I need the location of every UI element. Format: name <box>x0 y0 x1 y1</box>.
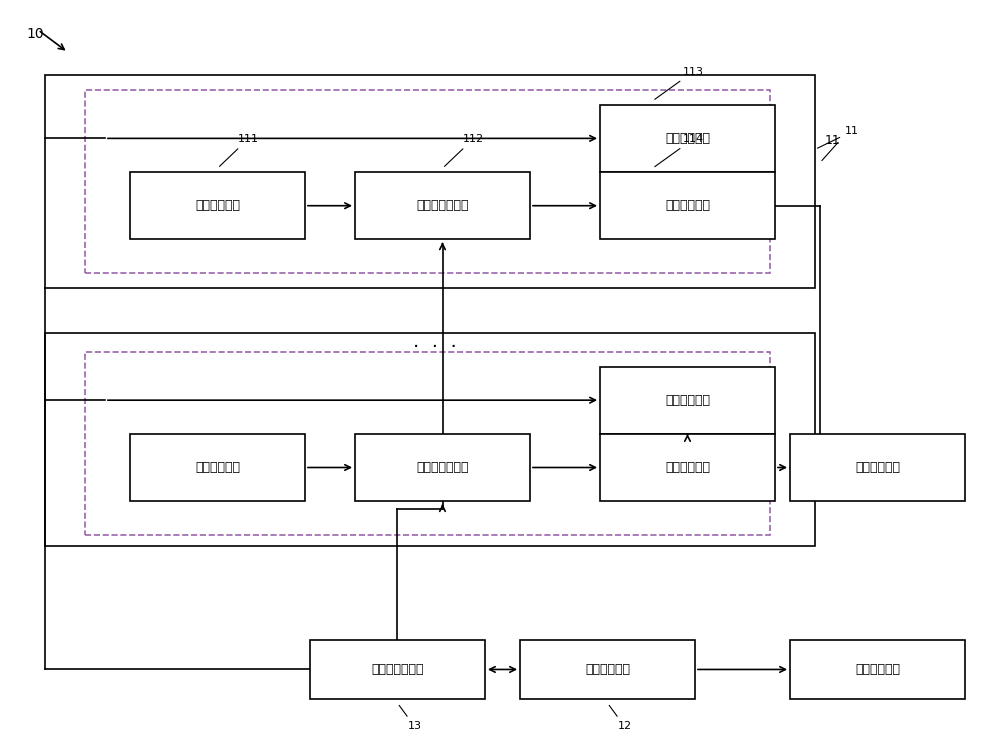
FancyBboxPatch shape <box>355 172 530 239</box>
Text: 12: 12 <box>609 705 632 732</box>
FancyBboxPatch shape <box>600 367 775 434</box>
FancyBboxPatch shape <box>600 105 775 172</box>
Text: 倒相逻辑电路: 倒相逻辑电路 <box>665 199 710 212</box>
FancyBboxPatch shape <box>130 434 305 501</box>
Text: 112: 112 <box>445 134 484 166</box>
Text: 114: 114 <box>655 134 704 167</box>
Text: 扫描驱动信号: 扫描驱动信号 <box>855 461 900 474</box>
FancyBboxPatch shape <box>310 640 485 699</box>
Text: 111: 111 <box>220 134 258 166</box>
FancyBboxPatch shape <box>600 434 775 501</box>
Text: 倒相放大器电路: 倒相放大器电路 <box>416 199 469 212</box>
FancyBboxPatch shape <box>355 434 530 501</box>
Text: 触控驱动信号: 触控驱动信号 <box>855 663 900 676</box>
FancyBboxPatch shape <box>600 172 775 239</box>
Text: 10: 10 <box>26 27 44 40</box>
Text: 信号传输电路: 信号传输电路 <box>195 461 240 474</box>
Text: 信号重置电路: 信号重置电路 <box>665 132 710 145</box>
Text: 倒相逻辑电路: 倒相逻辑电路 <box>665 461 710 474</box>
Text: 11: 11 <box>817 126 859 148</box>
Text: 13: 13 <box>399 705 422 732</box>
Text: 11: 11 <box>825 134 841 147</box>
Text: ·  ·  ·: · · · <box>413 338 457 358</box>
Text: 时钟信号发生源: 时钟信号发生源 <box>371 663 424 676</box>
FancyBboxPatch shape <box>790 434 965 501</box>
Text: 信号重置电路: 信号重置电路 <box>665 393 710 407</box>
FancyBboxPatch shape <box>130 172 305 239</box>
Text: 触控驱动单元: 触控驱动单元 <box>585 663 630 676</box>
Text: 113: 113 <box>655 67 704 99</box>
FancyBboxPatch shape <box>520 640 695 699</box>
Text: 倒相放大器电路: 倒相放大器电路 <box>416 461 469 474</box>
Text: 信号传输电路: 信号传输电路 <box>195 199 240 212</box>
FancyBboxPatch shape <box>790 640 965 699</box>
